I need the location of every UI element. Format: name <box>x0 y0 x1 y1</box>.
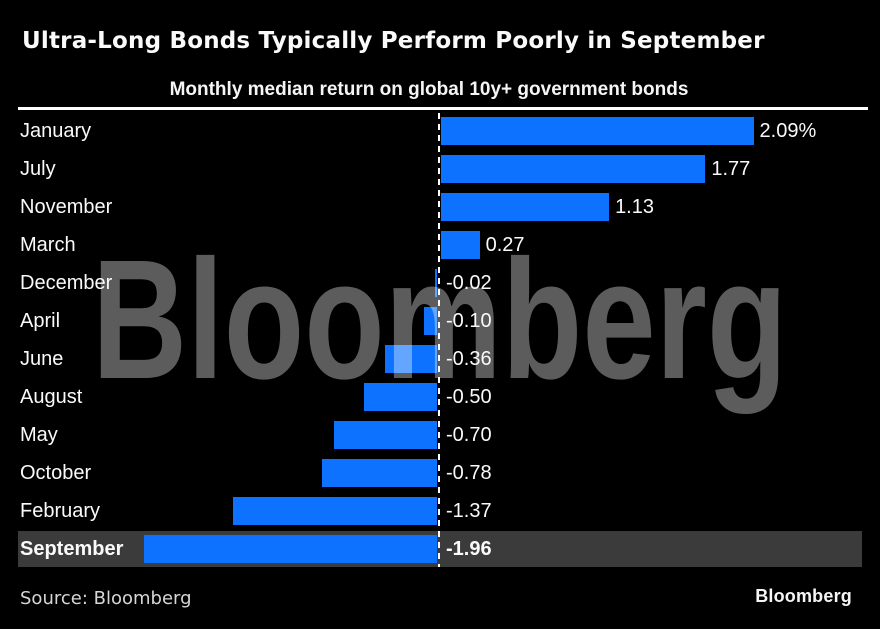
chart-row: May -0.70 <box>0 416 880 454</box>
chart-subtitle: Monthly median return on global 10y+ gov… <box>169 79 689 100</box>
bar <box>423 307 437 335</box>
value-label: 2.09% <box>759 120 817 142</box>
category-label: February <box>20 500 101 522</box>
chart-row: February -1.37 <box>0 492 880 530</box>
category-label: January <box>20 120 92 142</box>
bar <box>435 269 437 297</box>
bloomberg-logo: Bloomberg <box>755 586 852 606</box>
category-label: May <box>20 424 58 446</box>
bar-chart: January 2.09% July 1.77 November 1.13 March 0.2… <box>0 112 880 568</box>
value-label: -0.10 <box>446 310 492 332</box>
value-label: -1.37 <box>446 500 492 522</box>
bar <box>441 231 480 259</box>
chart-row: January 2.09% <box>0 112 880 150</box>
header-divider <box>18 107 868 110</box>
bar <box>384 345 437 373</box>
chart-title: Ultra-Long Bonds Typically Perform Poorl… <box>22 28 765 54</box>
chart-row: July 1.77 <box>0 150 880 188</box>
bar <box>441 155 706 183</box>
source-note: Source: Bloomberg <box>20 588 192 609</box>
bar <box>144 535 437 563</box>
value-label: -0.36 <box>446 348 492 370</box>
category-label: October <box>20 462 92 484</box>
bar <box>333 421 437 449</box>
value-label: 1.77 <box>711 158 751 180</box>
category-label: March <box>20 234 76 256</box>
category-label: August <box>20 386 83 408</box>
category-label: July <box>20 158 56 180</box>
bar <box>232 497 437 525</box>
bar <box>441 193 610 221</box>
category-label: June <box>20 348 64 370</box>
bar <box>441 117 754 145</box>
bar-rows: January 2.09% July 1.77 November 1.13 March 0.2… <box>0 112 880 568</box>
value-label: 0.27 <box>485 234 525 256</box>
chart-row: June -0.36 <box>0 340 880 378</box>
category-label: April <box>20 310 61 332</box>
value-label: -0.70 <box>446 424 492 446</box>
category-label: November <box>20 196 113 218</box>
value-label: -0.50 <box>446 386 492 408</box>
value-label: 1.13 <box>615 196 654 218</box>
value-label: -1.96 <box>446 538 492 560</box>
chart-row: October -0.78 <box>0 454 880 492</box>
bar <box>363 383 437 411</box>
chart-row: November 1.13 <box>0 188 880 226</box>
bar <box>321 459 437 487</box>
chart-row: December -0.02 <box>0 264 880 302</box>
chart-row: March 0.27 <box>0 226 880 264</box>
chart-row: August -0.50 <box>0 378 880 416</box>
value-label: -0.02 <box>446 272 492 294</box>
zero-baseline <box>438 113 440 567</box>
chart-row: April -0.10 <box>0 302 880 340</box>
value-label: -0.78 <box>446 462 492 484</box>
chart-row: September -1.96 <box>0 530 880 568</box>
category-label: December <box>20 272 113 294</box>
category-label: September <box>20 538 124 560</box>
